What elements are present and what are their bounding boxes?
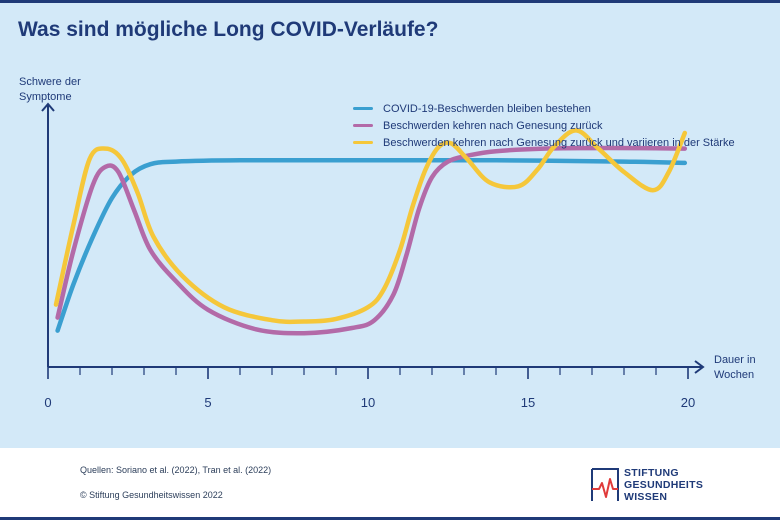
x-axis-arrow [694,360,705,374]
x-tick-label: 20 [681,395,695,410]
legend-item-return: Beschwerden kehren nach Genesung zurück [353,117,735,134]
legend-label: COVID-19-Beschwerden bleiben bestehen [383,102,591,115]
series-line-return-vary [53,128,688,325]
logo-line-1: STIFTUNG [624,467,679,479]
legend-swatch-blue [353,107,373,110]
x-axis-label-line-2: Wochen [714,369,755,381]
heartbeat-logo-icon [591,468,619,501]
x-axis-label-line-1: Dauer in [714,354,756,366]
stiftung-logo: STIFTUNG GESUNDHEITS WISSEN [590,467,720,503]
series-layer [53,128,688,336]
logo-line-2: GESUNDHEITS [624,479,704,491]
tick-labels: 0 5 10 15 20 [44,395,695,410]
legend-swatch-purple [353,124,373,127]
legend-label: Beschwerden kehren nach Genesung zurück … [383,136,735,149]
footer: Quellen: Soriano et al. (2022), Tran et … [0,448,780,517]
top-border [0,0,780,3]
x-tick-label: 10 [361,395,375,410]
x-tick-label: 0 [44,395,51,410]
y-axis-arrow [41,102,55,112]
logo-line-3: WISSEN [624,491,668,503]
chart-plot: 0 5 10 15 20 [41,102,705,410]
legend: COVID-19-Beschwerden bleiben bestehen Be… [353,100,735,151]
x-axis-label: Dauer in Wochen [714,353,774,383]
copyright-text: © Stiftung Gesundheitswissen 2022 [80,490,223,500]
y-axis-label: Schwere der Symptome [19,75,139,105]
series-line-persist [55,157,688,333]
y-axis-label-line-1: Schwere der [19,76,81,88]
legend-item-persist: COVID-19-Beschwerden bleiben bestehen [353,100,735,117]
chart-panel [0,3,780,448]
legend-label: Beschwerden kehren nach Genesung zurück [383,119,603,132]
x-tick-label: 15 [521,395,535,410]
legend-swatch-yellow [353,141,373,144]
legend-item-return-vary: Beschwerden kehren nach Genesung zurück … [353,134,735,151]
bottom-border [0,517,780,520]
series-line-return [55,145,688,336]
axes [41,102,705,379]
sources-text: Quellen: Soriano et al. (2022), Tran et … [80,465,272,475]
logo-wordmark: STIFTUNG GESUNDHEITS WISSEN [624,467,703,503]
y-axis-label-line-2: Symptome [19,91,72,103]
x-tick-label: 5 [204,395,211,410]
chart-title: Was sind mögliche Long COVID-Verläufe? [18,18,439,41]
